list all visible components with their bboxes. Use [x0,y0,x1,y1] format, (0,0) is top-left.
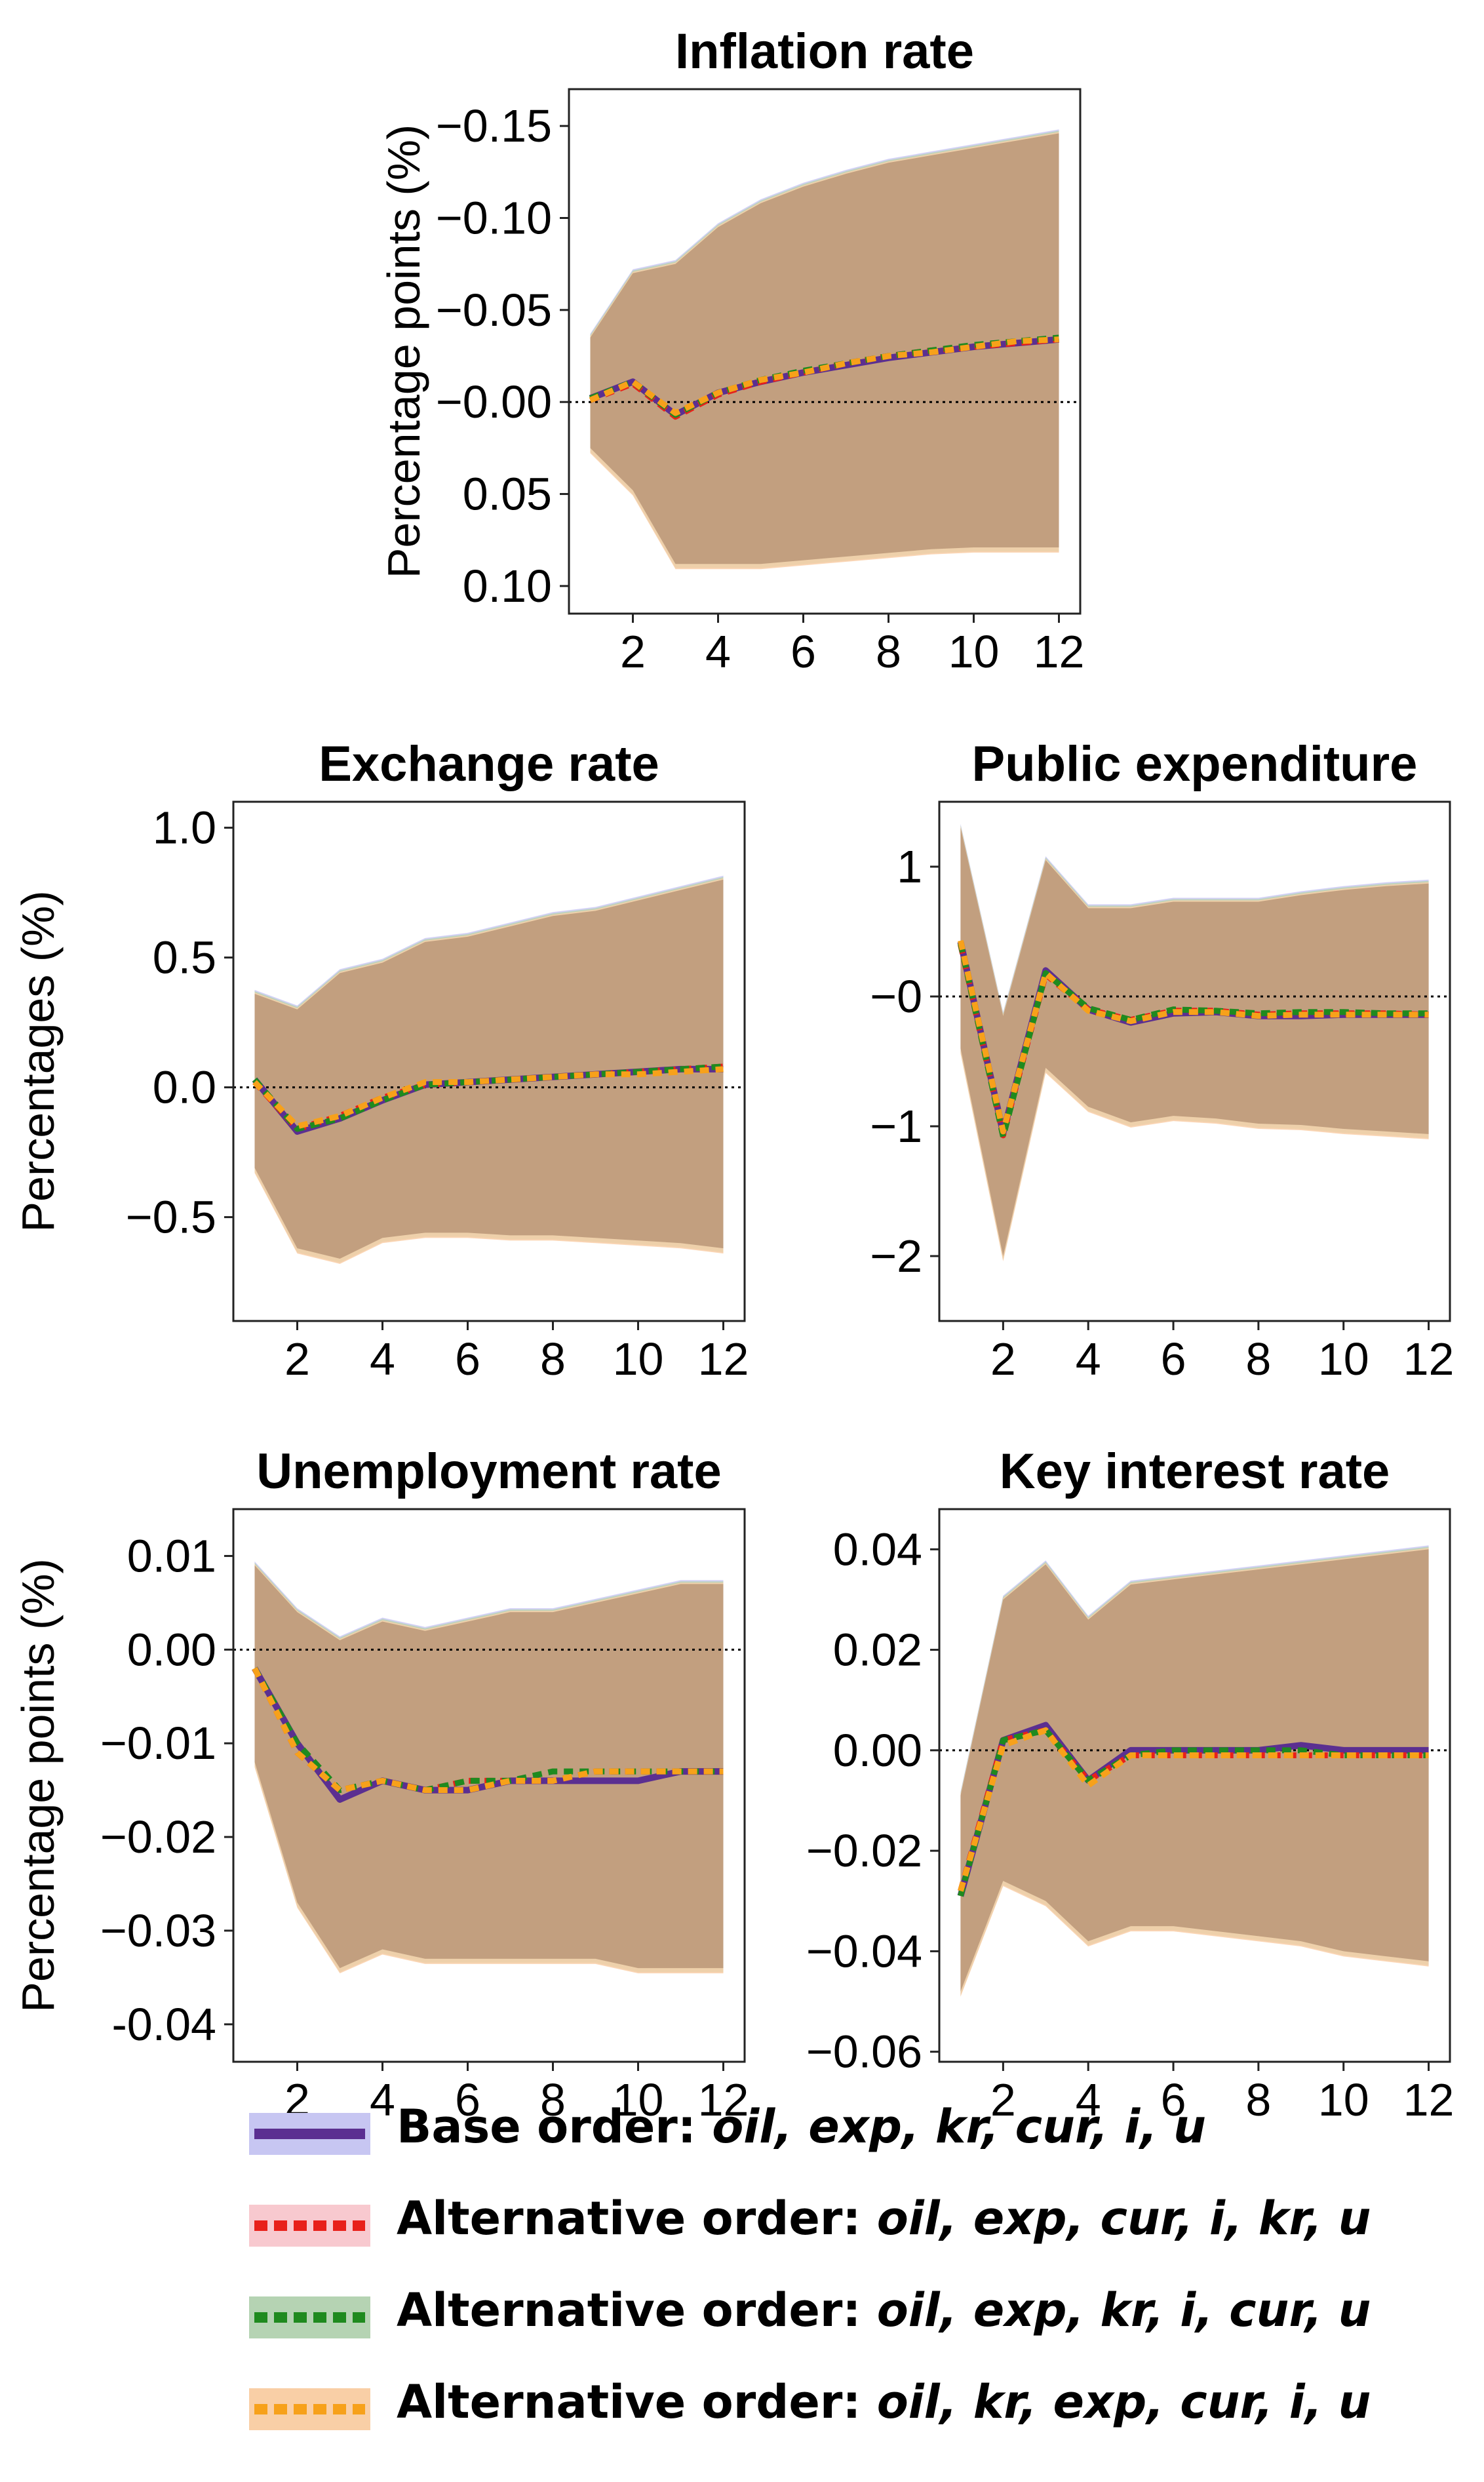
legend-label-prefix: Alternative order: [397,2375,877,2429]
y-tick-label: −2 [870,1231,922,1282]
chart-panel: 2 4 6 8 10 120.010.00−0.01−0.02−0.03-0.04Unem… [12,1444,749,2125]
series-line-alt3 [589,336,1059,416]
confidence-band [960,827,1429,1256]
confidence-band [254,1565,724,1969]
x-tick-label: 10 [613,2074,664,2125]
legend-label-order: oil, exp, cur, i, kr, u [876,2192,1371,2245]
x-tick-label: 10 [1318,2074,1369,2125]
legend-swatch-alt1 [249,2205,370,2247]
x-tick-label: 6 [1161,1333,1186,1385]
confidence-band [254,879,724,1259]
y-tick-label: 0.5 [153,932,216,983]
y-axis-label: Percentage points (%) [378,125,429,579]
y-tick-label: 0.10 [463,561,552,612]
x-tick-label: 8 [1245,2074,1271,2125]
axes-frame [568,88,1082,615]
y-tick-label: −1 [870,1101,922,1152]
y-tick-label: −0.05 [436,285,552,336]
legend-swatch-base [249,2113,370,2155]
y-tick-label: −0.00 [436,376,552,427]
x-tick-label: 10 [1318,1333,1369,1385]
y-tick-label: −0.02 [100,1811,216,1862]
x-tick-label: 12 [1403,1333,1455,1385]
chart-panel: 2 4 6 8 10 12 1 −0 −1 −2 Public expenditure [870,736,1454,1385]
y-tick-label: −0.10 [436,192,552,243]
confidence-band [960,1549,1429,1992]
legend-label-prefix: Alternative order: [397,2283,877,2337]
chart-title: Inflation rate [675,24,974,79]
y-tick-label: 1 [897,841,922,892]
y-tick-label: −0.06 [806,2026,922,2078]
legend-label-order: oil, kr, exp, cur, i, u [876,2375,1371,2429]
x-tick-label: 6 [455,2074,480,2125]
y-tick-label: 0.02 [833,1625,922,1676]
y-tick-label: 0.0 [153,1062,216,1113]
x-tick-label: 8 [540,2074,566,2125]
x-tick-label: 12 [698,1333,749,1385]
chart-title: Unemployment rate [256,1444,722,1499]
y-tick-label: 0.01 [127,1530,216,1581]
chart-panel: 2 4 6 8 10 12 1.0 0.5 0.0 −0.5 Exchange rate Percen… [12,736,749,1385]
legend-label-order: oil, exp, kr, cur, i, u [712,2100,1206,2154]
axes-frame [232,1508,746,2063]
chart-title: Exchange rate [319,736,659,792]
x-tick-label: 6 [1161,2074,1186,2125]
chart-title: Public expenditure [972,736,1418,792]
y-axis-label: Percentage points (%) [12,1558,64,2013]
x-tick-label: 2 [620,626,646,677]
x-tick-label: 4 [370,1333,395,1385]
y-tick-label: −0.5 [126,1192,216,1243]
chart-title: Key interest rate [1000,1444,1390,1499]
series-line-alt3 [958,1727,1429,1892]
axes-frame [232,800,746,1322]
x-tick-label: 10 [948,626,1000,677]
x-tick-label: 8 [540,1333,566,1385]
confidence-band [590,133,1059,564]
y-tick-label: −0 [870,971,922,1022]
y-tick-label: 0.04 [833,1524,922,1575]
y-axis-label: Percentages (%) [12,890,64,1232]
legend-label-order: oil, exp, kr, i, cur, u [876,2283,1371,2337]
axes-frame [938,800,1451,1322]
y-tick-label: 0.00 [127,1624,216,1675]
x-tick-label: 4 [1076,1333,1101,1385]
x-tick-label: 8 [1245,1333,1271,1385]
x-tick-label: 4 [370,2074,395,2125]
x-tick-label: 6 [455,1333,480,1385]
y-tick-label: −0.04 [806,1925,922,1977]
x-tick-label: 8 [876,626,901,677]
legend-swatch-alt3 [249,2388,370,2430]
y-tick-label: 0.00 [833,1725,922,1776]
chart-panel: 2 4 6 8 10 12 0.04 0.02 0.00 −0.02 −0.04 −0.06 Key i… [806,1444,1455,2125]
x-tick-label: 6 [791,626,816,677]
y-tick-label: -0.04 [111,1999,216,2050]
series-line-alt3 [252,1666,724,1794]
y-tick-label: −0.01 [100,1718,216,1769]
x-tick-label: 12 [1403,2074,1455,2125]
series-line-alt3 [958,939,1429,1135]
x-tick-label: 4 [1076,2074,1101,2125]
legend-label-prefix: Alternative order: [397,2192,877,2245]
x-tick-label: 2 [990,1333,1016,1385]
series-line-alt3 [252,1066,724,1130]
y-tick-label: 0.05 [463,469,552,520]
x-tick-label: 2 [990,2074,1016,2125]
x-tick-label: 10 [613,1333,664,1385]
y-tick-label: −0.03 [100,1905,216,1956]
x-tick-label: 12 [1034,626,1085,677]
y-tick-label: 1.0 [153,802,216,854]
axes-frame [938,1508,1451,2063]
legend-swatch-alt2 [249,2296,370,2338]
y-tick-label: −0.02 [806,1825,922,1876]
x-tick-label: 4 [705,626,731,677]
chart-panel: 2 4 6 8 10 12 −0.15 −0.10 −0.05 −0.00 0.05 0.10 Infl… [378,24,1084,677]
x-tick-label: 12 [698,2074,749,2125]
x-tick-label: 2 [284,1333,310,1385]
y-tick-label: −0.15 [436,100,552,151]
legend-label-prefix: Base order: [397,2100,713,2154]
